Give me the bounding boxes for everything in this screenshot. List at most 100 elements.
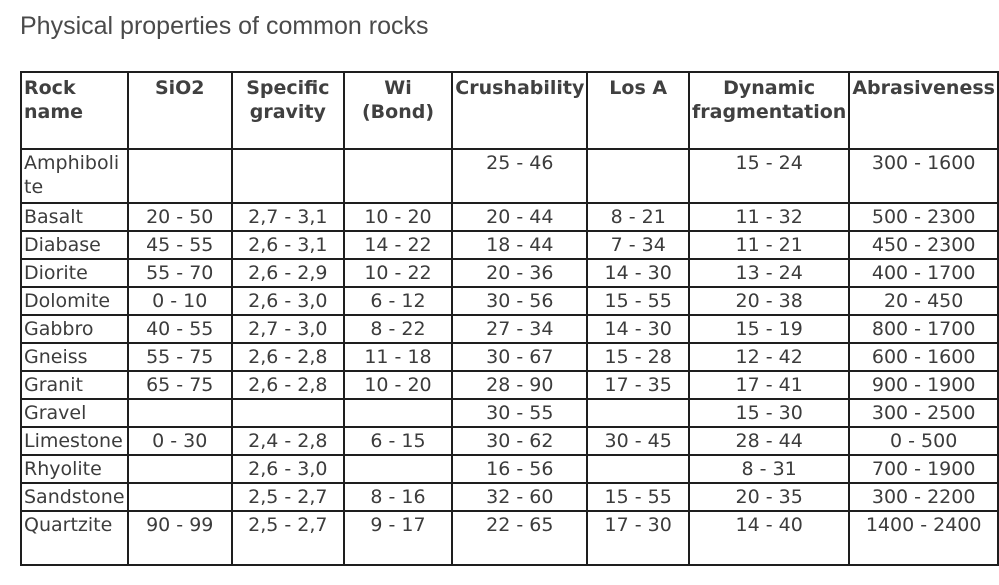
value-cell: 11 - 21 bbox=[687, 230, 851, 260]
rock-name-cell: Basalt bbox=[20, 202, 129, 232]
header-row: Rock name SiO2 Specific gravity Wi (Bond) Cr… bbox=[20, 71, 999, 150]
value-cell: 2,6 - 3,0 bbox=[230, 454, 345, 484]
column-header: Crushability bbox=[451, 71, 589, 150]
value-cell bbox=[586, 454, 690, 484]
column-header: Wi (Bond) bbox=[342, 71, 454, 150]
value-cell: 65 - 75 bbox=[126, 370, 233, 400]
value-cell: 0 - 500 bbox=[848, 426, 999, 456]
value-cell: 8 - 22 bbox=[342, 314, 454, 344]
value-cell: 300 - 2500 bbox=[848, 398, 999, 428]
rock-name-cell: Gabbro bbox=[20, 314, 129, 344]
table-row: Basalt 20 - 50 2,7 - 3,1 10 - 20 20 - 44 8 - … bbox=[20, 202, 999, 232]
value-cell: 6 - 12 bbox=[342, 286, 454, 316]
value-cell: 20 - 38 bbox=[687, 286, 851, 316]
value-cell: 8 - 31 bbox=[687, 454, 851, 484]
value-cell: 20 - 36 bbox=[451, 258, 589, 288]
value-cell: 20 - 35 bbox=[687, 482, 851, 512]
value-cell bbox=[586, 398, 690, 428]
value-cell: 10 - 22 bbox=[342, 258, 454, 288]
value-cell: 55 - 70 bbox=[126, 258, 233, 288]
value-cell bbox=[586, 148, 690, 204]
value-cell: 30 - 62 bbox=[451, 426, 589, 456]
value-cell: 11 - 32 bbox=[687, 202, 851, 232]
value-cell: 16 - 56 bbox=[451, 454, 589, 484]
value-cell: 6 - 15 bbox=[342, 426, 454, 456]
value-cell: 2,6 - 2,9 bbox=[230, 258, 345, 288]
rock-name-cell: Limestone bbox=[20, 426, 129, 456]
value-cell bbox=[342, 148, 454, 204]
value-cell bbox=[126, 454, 233, 484]
value-cell: 17 - 35 bbox=[586, 370, 690, 400]
value-cell: 30 - 56 bbox=[451, 286, 589, 316]
value-cell: 10 - 20 bbox=[342, 370, 454, 400]
value-cell: 14 - 22 bbox=[342, 230, 454, 260]
value-cell: 800 - 1700 bbox=[848, 314, 999, 344]
value-cell: 13 - 24 bbox=[687, 258, 851, 288]
value-cell bbox=[126, 482, 233, 512]
page-title: Physical properties of common rocks bbox=[20, 12, 429, 40]
value-cell: 14 - 30 bbox=[586, 258, 690, 288]
value-cell: 2,6 - 2,8 bbox=[230, 342, 345, 372]
value-cell: 600 - 1600 bbox=[848, 342, 999, 372]
value-cell: 15 - 28 bbox=[586, 342, 690, 372]
value-cell: 450 - 2300 bbox=[848, 230, 999, 260]
value-cell: 400 - 1700 bbox=[848, 258, 999, 288]
rock-name-cell: Gneiss bbox=[20, 342, 129, 372]
rock-name-cell: Gravel bbox=[20, 398, 129, 428]
value-cell: 12 - 42 bbox=[687, 342, 851, 372]
value-cell: 2,6 - 3,1 bbox=[230, 230, 345, 260]
table-row: Rhyolite 2,6 - 3,0 16 - 56 8 - 31 700 - 1900 bbox=[20, 454, 999, 484]
table-row: Dolomite 0 - 10 2,6 - 3,0 6 - 12 30 - 56 15 -… bbox=[20, 286, 999, 316]
value-cell: 2,6 - 2,8 bbox=[230, 370, 345, 400]
value-cell: 22 - 65 bbox=[451, 510, 589, 566]
rock-name-cell: Rhyolite bbox=[20, 454, 129, 484]
table-body: Amphibolite 25 - 46 15 - 24 300 - 1600 Basal… bbox=[20, 148, 999, 566]
rock-properties-table: Rock name SiO2 Specific gravity Wi (Bond) Cr… bbox=[20, 71, 999, 566]
value-cell: 11 - 18 bbox=[342, 342, 454, 372]
table-row: Quartzite 90 - 99 2,5 - 2,7 9 - 17 22 - 65 17… bbox=[20, 510, 999, 566]
value-cell: 32 - 60 bbox=[451, 482, 589, 512]
value-cell: 1400 - 2400 bbox=[848, 510, 999, 566]
column-header: Dynamic fragmentation bbox=[687, 71, 851, 150]
value-cell: 27 - 34 bbox=[451, 314, 589, 344]
value-cell: 40 - 55 bbox=[126, 314, 233, 344]
value-cell: 20 - 450 bbox=[848, 286, 999, 316]
value-cell: 18 - 44 bbox=[451, 230, 589, 260]
rock-name-cell: Diabase bbox=[20, 230, 129, 260]
table-row: Diorite 55 - 70 2,6 - 2,9 10 - 22 20 - 36 14 … bbox=[20, 258, 999, 288]
value-cell: 8 - 16 bbox=[342, 482, 454, 512]
rock-name-cell: Amphibolite bbox=[20, 148, 129, 204]
rock-name-cell: Diorite bbox=[20, 258, 129, 288]
value-cell bbox=[126, 398, 233, 428]
value-cell: 28 - 44 bbox=[687, 426, 851, 456]
value-cell: 25 - 46 bbox=[451, 148, 589, 204]
rock-name-cell: Dolomite bbox=[20, 286, 129, 316]
table-row: Diabase 45 - 55 2,6 - 3,1 14 - 22 18 - 44 7 -… bbox=[20, 230, 999, 260]
value-cell: 30 - 55 bbox=[451, 398, 589, 428]
value-cell: 2,5 - 2,7 bbox=[230, 510, 345, 566]
value-cell: 0 - 10 bbox=[126, 286, 233, 316]
table-row: Limestone 0 - 30 2,4 - 2,8 6 - 15 30 - 62 30 … bbox=[20, 426, 999, 456]
value-cell: 10 - 20 bbox=[342, 202, 454, 232]
table-row: Amphibolite 25 - 46 15 - 24 300 - 1600 bbox=[20, 148, 999, 204]
value-cell: 45 - 55 bbox=[126, 230, 233, 260]
value-cell: 15 - 55 bbox=[586, 482, 690, 512]
value-cell: 700 - 1900 bbox=[848, 454, 999, 484]
value-cell bbox=[342, 398, 454, 428]
value-cell: 2,4 - 2,8 bbox=[230, 426, 345, 456]
column-header: Specific gravity bbox=[230, 71, 345, 150]
value-cell: 15 - 30 bbox=[687, 398, 851, 428]
value-cell: 300 - 1600 bbox=[848, 148, 999, 204]
value-cell: 2,6 - 3,0 bbox=[230, 286, 345, 316]
column-header: Los A bbox=[586, 71, 690, 150]
value-cell: 55 - 75 bbox=[126, 342, 233, 372]
table-row: Gneiss 55 - 75 2,6 - 2,8 11 - 18 30 - 67 15 -… bbox=[20, 342, 999, 372]
column-header: Rock name bbox=[20, 71, 129, 150]
column-header: SiO2 bbox=[126, 71, 233, 150]
value-cell: 7 - 34 bbox=[586, 230, 690, 260]
table-row: Granit 65 - 75 2,6 - 2,8 10 - 20 28 - 90 17 -… bbox=[20, 370, 999, 400]
table-row: Sandstone 2,5 - 2,7 8 - 16 32 - 60 15 - 55 20… bbox=[20, 482, 999, 512]
value-cell: 15 - 24 bbox=[687, 148, 851, 204]
value-cell bbox=[230, 148, 345, 204]
value-cell bbox=[126, 148, 233, 204]
